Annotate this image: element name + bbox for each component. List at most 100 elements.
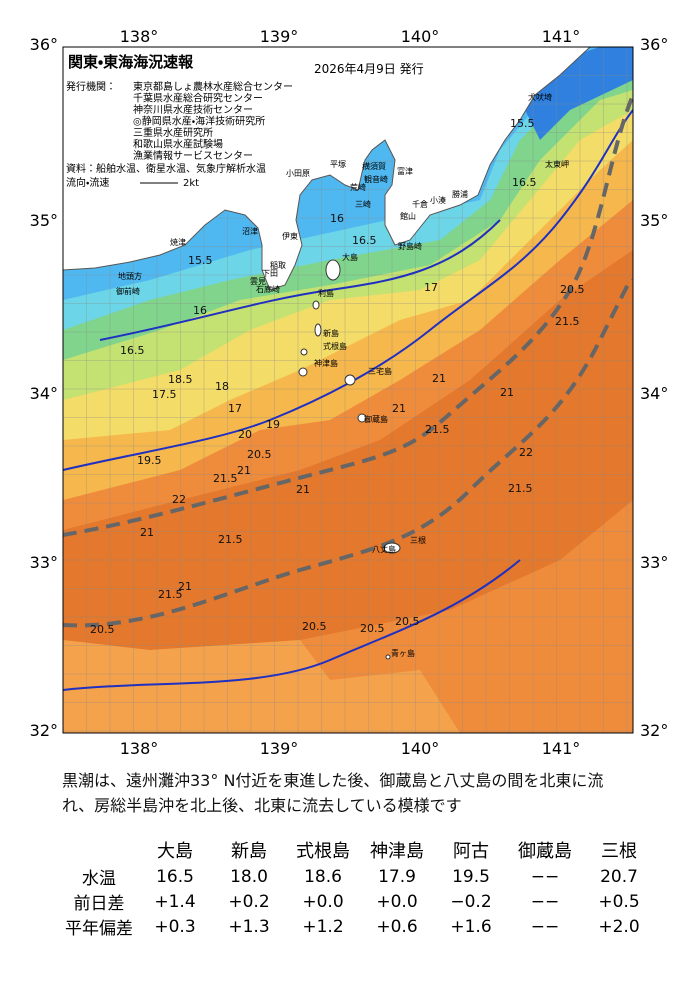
place-name: 式根島 (323, 341, 347, 351)
contour-label: 21.5 (218, 533, 243, 546)
place-name: 沼津 (242, 226, 258, 236)
contour-label: 17 (228, 402, 242, 415)
column-header: 神津島 (370, 841, 424, 862)
contour-label: 20.5 (560, 283, 585, 296)
contour-label: 21 (178, 580, 192, 593)
lon-label: 138° (120, 739, 159, 758)
lat-label: 36° (30, 35, 58, 54)
table-cell: +1.4 (154, 891, 196, 912)
contour-label: 16.5 (120, 344, 145, 357)
description-line: れ、房総半島沖を北上後、北東に流去している模様です (62, 796, 462, 815)
issuer: 東京都島しょ農林水産総合センター (133, 80, 293, 93)
place-name: 野島崎 (398, 241, 422, 251)
contour-label: 21.5 (508, 482, 533, 495)
lon-label: 140° (401, 27, 440, 46)
table-cell: −− (530, 866, 560, 887)
contour-label: 18 (215, 380, 229, 393)
legend-speed: 2kt (183, 178, 199, 189)
contour-label: 21 (500, 386, 514, 399)
table-cell: +0.5 (598, 891, 640, 912)
contour-label: 21 (296, 483, 310, 496)
lon-label: 141° (542, 739, 581, 758)
contour-label: 22 (519, 446, 533, 459)
issuer: 三重県水産研究所 (133, 126, 213, 139)
table-cell: +0.0 (376, 891, 418, 912)
lon-label: 139° (260, 27, 299, 46)
place-name: 館山 (400, 211, 416, 221)
lat-label: 33° (640, 553, 668, 572)
lon-label: 139° (260, 739, 299, 758)
description-line: 黒潮は、遠州灘沖33° N付近を東進した後、御蔵島と八丈島の間を北東に流 (62, 771, 604, 790)
column-header: 式根島 (296, 841, 350, 862)
table-cell: +1.6 (450, 916, 492, 937)
place-name: 八丈島 (372, 544, 396, 554)
contour-label: 19 (266, 418, 280, 431)
place-name: 青ヶ島 (391, 648, 415, 658)
lon-label: 138° (120, 27, 159, 46)
contour-label: 20.5 (395, 615, 420, 628)
place-name: 富津 (397, 166, 413, 176)
place-name: 稲取 (270, 260, 286, 270)
contour-label: 21 (392, 402, 406, 415)
place-name: 小湊 (430, 195, 446, 205)
lat-label: 32° (640, 721, 668, 740)
contour-label: 17 (424, 281, 438, 294)
contour-label: 16 (330, 212, 344, 225)
contour-label: 22 (172, 493, 186, 506)
place-name: 新島 (323, 328, 339, 338)
contour-label: 20.5 (247, 448, 272, 461)
contour-label: 16 (193, 304, 207, 317)
place-name: 三宅島 (368, 366, 392, 376)
place-name: 三根 (410, 535, 426, 545)
table-cell: +0.0 (302, 891, 344, 912)
column-header: 新島 (231, 841, 267, 862)
contour-label: 15.5 (510, 117, 535, 130)
column-header: 三根 (601, 841, 637, 862)
contour-label: 16.5 (512, 176, 537, 189)
place-name: 御蔵島 (364, 414, 388, 424)
contour-label: 17.5 (152, 388, 177, 401)
place-name: 下田 (262, 269, 278, 278)
column-header: 阿古 (453, 841, 489, 862)
table-cell: 20.7 (600, 866, 638, 887)
place-name: 千倉 (412, 199, 428, 209)
contour-label: 21 (432, 372, 446, 385)
title: 関東・東海海況速報 (68, 53, 194, 71)
table-cell: +0.6 (376, 916, 418, 937)
issuer: 漁業情報サービスセンター (133, 149, 253, 162)
lat-label: 34° (30, 384, 58, 403)
place-name: 焼津 (170, 237, 186, 247)
header-row: 大島 新島 式根島 神津島 阿古 御蔵島 三根 (60, 836, 656, 864)
column-header: 大島 (157, 841, 193, 862)
issuer-label: 発行機関： (66, 80, 116, 93)
row-label: 前日差 (73, 894, 125, 914)
table-cell: 17.9 (378, 866, 416, 887)
contour-label: 20.5 (90, 623, 115, 636)
lon-label: 140° (401, 739, 440, 758)
table-row: 平年偏差 +0.3 +1.3 +1.2 +0.6 +1.6 −− +2.0 (60, 914, 656, 940)
contour-label: 21.5 (425, 423, 450, 436)
legend-label: 流向・流速 (66, 176, 109, 189)
issuer: 神奈川県水産技術センター (133, 103, 253, 116)
place-name: 小田原 (286, 169, 310, 178)
corner-cell (60, 836, 138, 864)
table-cell: +1.3 (228, 916, 270, 937)
lat-label: 36° (640, 35, 668, 54)
table-cell: −0.2 (450, 891, 492, 912)
place-name: 大島 (342, 252, 358, 262)
table-cell: 18.0 (230, 866, 268, 887)
table-cell: +1.2 (302, 916, 344, 937)
contour-label: 15.5 (188, 254, 213, 267)
contour-label: 16.5 (352, 234, 377, 247)
place-name: 三崎 (355, 199, 371, 209)
table-cell: +0.3 (154, 916, 196, 937)
table-row: 前日差 +1.4 +0.2 +0.0 +0.0 −0.2 −− +0.5 (60, 889, 656, 915)
place-name: 横須賀 (362, 161, 386, 171)
place-name: 荒崎 (350, 182, 366, 192)
table-cell: +2.0 (598, 916, 640, 937)
issuer: 千葉県水産総合研究センター (133, 92, 263, 105)
place-name: 太東岬 (545, 159, 569, 169)
place-name: 観音崎 (364, 174, 388, 184)
table-cell: −− (530, 891, 560, 912)
